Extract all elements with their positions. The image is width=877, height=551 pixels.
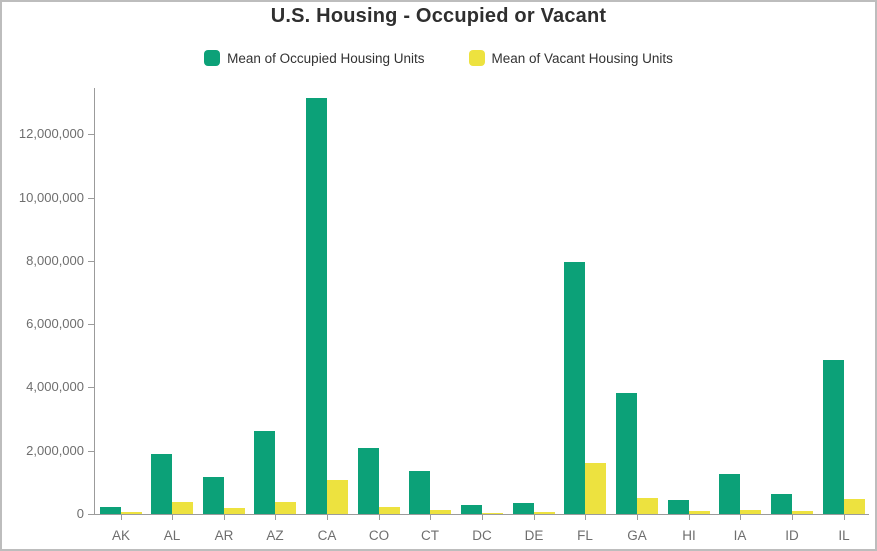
bar-occupied-CA[interactable]: [306, 98, 327, 514]
legend-label-occupied: Mean of Occupied Housing Units: [227, 50, 425, 66]
legend-item-vacant[interactable]: Mean of Vacant Housing Units: [468, 50, 673, 66]
legend-item-occupied[interactable]: Mean of Occupied Housing Units: [204, 50, 425, 66]
bar-vacant-IA[interactable]: [740, 510, 761, 514]
x-axis-tick: [844, 514, 845, 520]
y-axis-tick-label: 12,000,000: [18, 126, 84, 141]
bar-occupied-AL[interactable]: [151, 454, 172, 514]
y-axis-line: [94, 88, 95, 515]
bar-occupied-IA[interactable]: [719, 474, 740, 514]
y-axis-tick-label: 6,000,000: [26, 316, 84, 331]
bar-vacant-HI[interactable]: [689, 511, 710, 514]
bar-vacant-AR[interactable]: [224, 508, 245, 514]
y-axis-tick-label: 0: [76, 506, 84, 521]
x-axis-tick: [534, 514, 535, 520]
x-axis-tick: [740, 514, 741, 520]
y-axis-tick-label: 10,000,000: [18, 190, 84, 205]
y-axis-tick: [88, 324, 94, 325]
x-axis-tick: [430, 514, 431, 520]
x-axis-tick: [585, 514, 586, 520]
x-axis-category-label: ID: [785, 528, 799, 543]
y-axis-tick-label: 8,000,000: [26, 253, 84, 268]
y-axis-tick-label: 4,000,000: [26, 379, 84, 394]
legend: Mean of Occupied Housing Units Mean of V…: [0, 50, 877, 66]
x-axis-tick: [379, 514, 380, 520]
bar-occupied-AZ[interactable]: [254, 431, 275, 514]
x-axis-category-label: IL: [838, 528, 850, 543]
bar-occupied-ID[interactable]: [771, 494, 792, 514]
bar-occupied-DE[interactable]: [513, 503, 534, 514]
x-axis-category-label: AZ: [266, 528, 284, 543]
bar-occupied-CT[interactable]: [409, 471, 430, 514]
x-axis-line: [94, 514, 869, 515]
y-axis-tick: [88, 261, 94, 262]
bar-vacant-AZ[interactable]: [275, 502, 296, 514]
chart-title: U.S. Housing - Occupied or Vacant: [270, 5, 607, 27]
bar-vacant-FL[interactable]: [585, 463, 606, 514]
x-axis-tick: [482, 514, 483, 520]
y-axis-tick: [88, 387, 94, 388]
bar-vacant-DE[interactable]: [534, 512, 555, 514]
y-axis-tick: [88, 451, 94, 452]
x-axis-tick: [689, 514, 690, 520]
bar-occupied-GA[interactable]: [616, 393, 637, 514]
x-axis-category-label: CT: [421, 528, 439, 543]
bar-vacant-ID[interactable]: [792, 511, 813, 514]
bar-occupied-DC[interactable]: [461, 505, 482, 514]
y-axis-tick: [88, 514, 94, 515]
x-axis-tick: [275, 514, 276, 520]
bar-vacant-CA[interactable]: [327, 480, 348, 514]
bar-vacant-CT[interactable]: [430, 510, 451, 514]
bar-vacant-IL[interactable]: [844, 499, 865, 514]
x-axis-category-label: AR: [214, 528, 234, 543]
x-axis-category-label: GA: [627, 528, 647, 543]
x-axis-category-label: FL: [577, 528, 593, 543]
x-axis-tick: [224, 514, 225, 520]
bar-occupied-FL[interactable]: [564, 262, 585, 514]
x-axis-category-label: AL: [163, 528, 181, 543]
x-axis-category-label: IA: [733, 528, 747, 543]
x-axis-category-label: CA: [317, 528, 337, 543]
x-axis-category-label: DC: [472, 528, 492, 543]
legend-swatch-vacant-icon: [468, 50, 485, 66]
x-axis-tick: [327, 514, 328, 520]
legend-label-vacant: Mean of Vacant Housing Units: [491, 50, 673, 66]
bar-occupied-HI[interactable]: [668, 500, 689, 514]
y-axis-tick-label: 2,000,000: [26, 443, 84, 458]
bar-vacant-CO[interactable]: [379, 507, 400, 514]
x-axis-tick: [792, 514, 793, 520]
y-axis-tick: [88, 134, 94, 135]
x-axis-category-label: HI: [682, 528, 696, 543]
bar-occupied-CO[interactable]: [358, 448, 379, 514]
bar-vacant-AK[interactable]: [121, 512, 142, 514]
bar-vacant-AL[interactable]: [172, 502, 193, 514]
bar-occupied-AK[interactable]: [100, 507, 121, 514]
bar-vacant-DC[interactable]: [482, 513, 503, 514]
x-axis-tick: [121, 514, 122, 520]
y-axis-tick: [88, 198, 94, 199]
bar-occupied-IL[interactable]: [823, 360, 844, 514]
legend-swatch-occupied-icon: [204, 50, 221, 66]
bar-vacant-GA[interactable]: [637, 498, 658, 514]
x-axis-category-label: AK: [111, 528, 130, 543]
bar-occupied-AR[interactable]: [203, 477, 224, 514]
x-axis-category-label: DE: [524, 528, 544, 543]
x-axis-tick: [637, 514, 638, 520]
x-axis-tick: [172, 514, 173, 520]
x-axis-category-label: CO: [368, 528, 390, 543]
